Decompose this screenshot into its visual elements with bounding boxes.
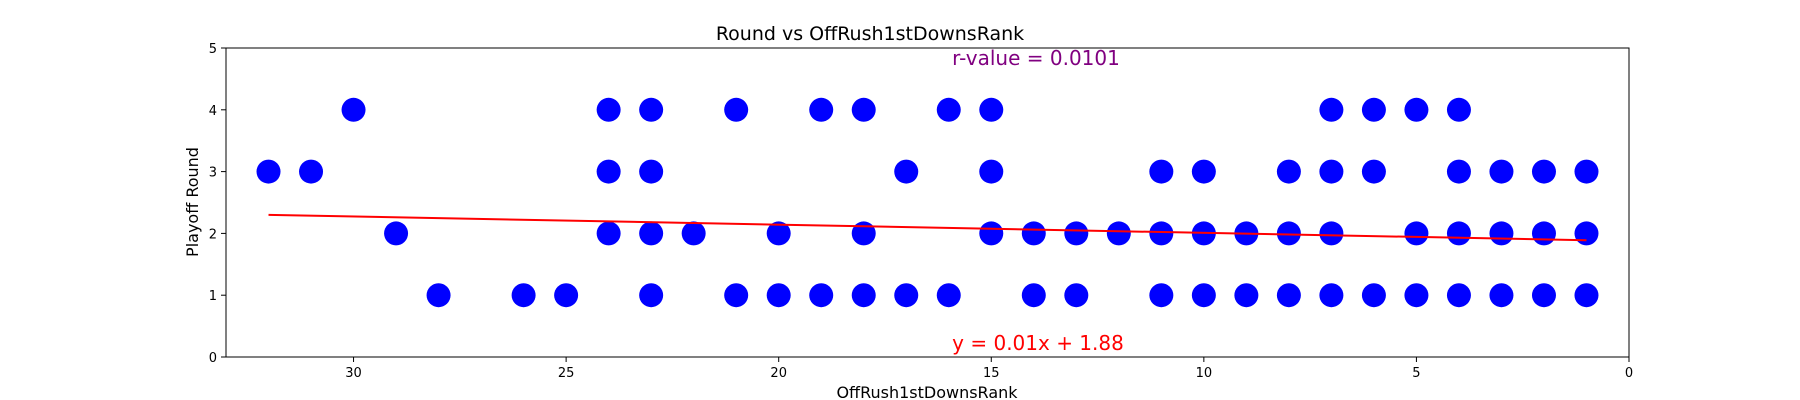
scatter-point — [1234, 283, 1259, 308]
scatter-point — [1361, 159, 1386, 184]
scatter-point — [851, 221, 876, 246]
scatter-point — [1404, 97, 1429, 122]
scatter-point — [1574, 159, 1599, 184]
scatter-point — [1191, 159, 1216, 184]
scatter-point — [809, 283, 834, 308]
scatter-point — [426, 283, 451, 308]
scatter-point — [1531, 283, 1556, 308]
x-tick-label: 0 — [1625, 366, 1633, 381]
scatter-point — [1404, 283, 1429, 308]
scatter-point — [766, 283, 791, 308]
scatter-point — [1531, 159, 1556, 184]
plot-frame — [225, 47, 1630, 358]
y-tick-label: 5 — [209, 42, 217, 57]
scatter-point — [1361, 97, 1386, 122]
scatter-point — [979, 221, 1004, 246]
scatter-point — [1319, 283, 1344, 308]
scatter-point — [554, 283, 579, 308]
scatter-point — [1489, 221, 1514, 246]
scatter-point — [596, 159, 621, 184]
y-tick-label: 4 — [209, 104, 217, 119]
scatter-point — [1404, 221, 1429, 246]
scatter-point — [1489, 159, 1514, 184]
scatter-point — [724, 97, 749, 122]
regression-line — [268, 213, 1587, 242]
scatter-point — [1106, 221, 1131, 246]
chart-title: Round vs OffRush1stDownsRank — [716, 23, 1024, 45]
scatter-point — [724, 283, 749, 308]
scatter-point — [256, 159, 281, 184]
scatter-point — [766, 221, 791, 246]
scatter-point — [1489, 283, 1514, 308]
x-tick-label: 30 — [345, 366, 362, 381]
y-tick-label: 2 — [209, 227, 217, 242]
scatter-point — [809, 97, 834, 122]
scatter-point — [681, 221, 706, 246]
scatter-point — [1064, 221, 1089, 246]
scatter-point — [1149, 159, 1174, 184]
scatter-point — [1319, 221, 1344, 246]
scatter-point — [639, 97, 664, 122]
scatter-point — [851, 97, 876, 122]
scatter-point — [1064, 283, 1089, 308]
scatter-point — [1021, 221, 1046, 246]
scatter-point — [1361, 283, 1386, 308]
y-tick-label: 1 — [209, 289, 217, 304]
scatter-point — [384, 221, 409, 246]
scatter-point — [1191, 283, 1216, 308]
scatter-point — [639, 283, 664, 308]
scatter-point — [596, 97, 621, 122]
scatter-point — [1149, 283, 1174, 308]
scatter-point — [851, 283, 876, 308]
scatter-point — [1319, 97, 1344, 122]
x-axis-label: OffRush1stDownsRank — [836, 383, 1018, 400]
y-tick-label: 3 — [209, 166, 217, 181]
plot-marks — [256, 97, 1599, 308]
scatter-point — [341, 97, 366, 122]
x-tick-label: 15 — [983, 366, 1000, 381]
scatter-point — [979, 97, 1004, 122]
scatter-point — [1446, 159, 1471, 184]
scatter-point — [1319, 159, 1344, 184]
scatter-point — [1446, 283, 1471, 308]
scatter-point — [936, 97, 961, 122]
scatter-point — [1149, 221, 1174, 246]
scatter-point — [894, 283, 919, 308]
x-tick-label: 20 — [770, 366, 787, 381]
scatter-point — [299, 159, 324, 184]
scatter-point — [1276, 283, 1301, 308]
scatter-point — [894, 159, 919, 184]
scatter-point — [1574, 221, 1599, 246]
scatter-point — [1276, 159, 1301, 184]
y-tick-label: 0 — [209, 351, 217, 366]
x-tick-label: 25 — [558, 366, 575, 381]
scatter-point — [596, 221, 621, 246]
regression-equation: y = 0.01x + 1.88 — [952, 331, 1124, 355]
scatter-point — [1446, 97, 1471, 122]
scatter-point — [979, 159, 1004, 184]
scatter-point — [1446, 221, 1471, 246]
scatter-point — [1276, 221, 1301, 246]
y-axis-label: Playoff Round — [183, 147, 202, 257]
scatter-point — [639, 221, 664, 246]
x-tick-label: 10 — [1196, 366, 1213, 381]
axis-ticks: 30 25 20 15 10 5 0 0 1 2 3 4 5 — [209, 42, 1633, 381]
scatter-point — [1574, 283, 1599, 308]
scatter-point — [936, 283, 961, 308]
scatter-point — [639, 159, 664, 184]
scatter-point — [1531, 221, 1556, 246]
scatter-point — [511, 283, 536, 308]
x-tick-label: 5 — [1412, 366, 1420, 381]
r-value-annotation: r-value = 0.0101 — [952, 46, 1120, 70]
scatter-point — [1021, 283, 1046, 308]
